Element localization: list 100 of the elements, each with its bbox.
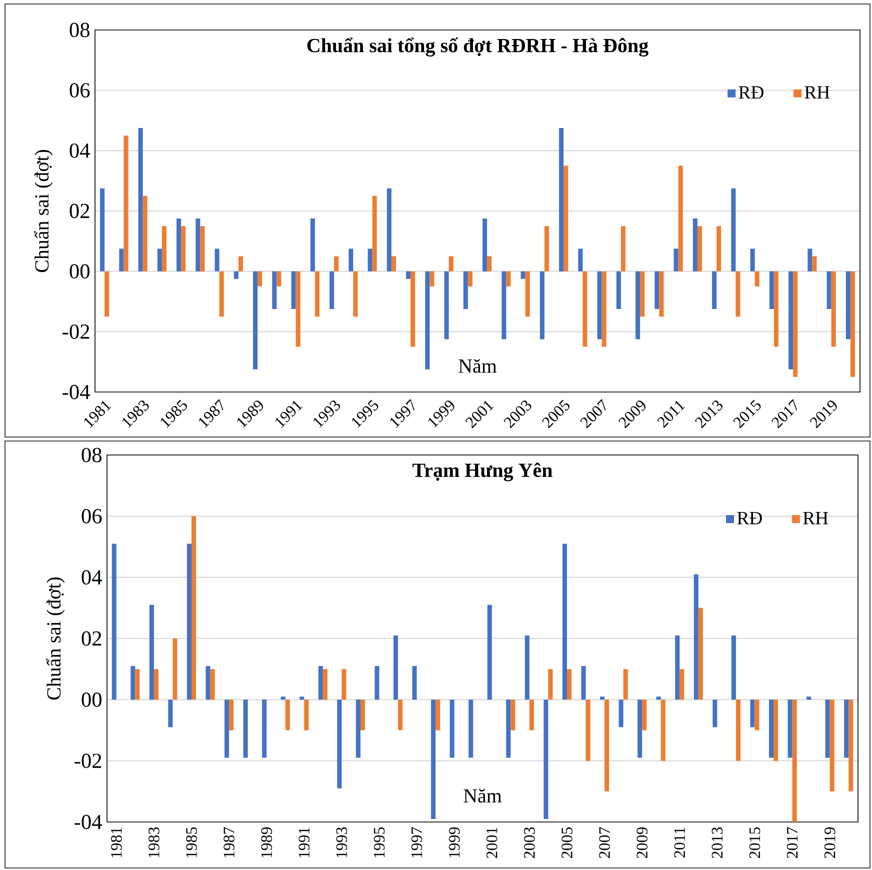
bar bbox=[410, 271, 416, 347]
bar bbox=[792, 700, 797, 822]
bar bbox=[656, 696, 661, 700]
bar bbox=[210, 669, 215, 700]
bar bbox=[788, 271, 794, 370]
bar bbox=[142, 196, 148, 272]
bar bbox=[314, 271, 320, 317]
y-tick-label: 04 bbox=[82, 570, 102, 585]
legend-label: RĐ bbox=[737, 512, 762, 524]
bar bbox=[229, 700, 234, 730]
bar bbox=[112, 544, 116, 700]
bar bbox=[675, 635, 680, 700]
x-tick-label: 2013 bbox=[712, 827, 723, 858]
x-tick-label: 2005 bbox=[562, 827, 572, 858]
bar bbox=[191, 516, 196, 700]
bar bbox=[694, 574, 698, 700]
bar bbox=[618, 700, 624, 728]
bar bbox=[157, 248, 162, 272]
bar bbox=[697, 226, 702, 272]
y-axis-title: Chuẩn sai (đợt) bbox=[46, 577, 65, 700]
bar bbox=[262, 700, 267, 758]
bar bbox=[774, 271, 778, 347]
bar bbox=[692, 218, 698, 272]
bar bbox=[431, 700, 436, 819]
x-tick-label: 1981 bbox=[84, 400, 112, 428]
bar bbox=[680, 669, 684, 700]
bar bbox=[330, 271, 334, 310]
bar bbox=[716, 226, 722, 272]
bar bbox=[731, 188, 736, 272]
bar bbox=[124, 136, 128, 272]
bar bbox=[754, 700, 760, 730]
bar bbox=[130, 666, 136, 700]
bar bbox=[808, 248, 812, 272]
bar bbox=[660, 700, 666, 761]
bar bbox=[104, 271, 110, 317]
bar bbox=[566, 669, 572, 700]
bar bbox=[520, 271, 526, 279]
bar bbox=[562, 544, 567, 700]
bar bbox=[219, 271, 224, 317]
bar bbox=[616, 271, 621, 310]
x-tick-label: 2003 bbox=[524, 827, 535, 858]
bar bbox=[750, 248, 755, 272]
x-tick-label: 1993 bbox=[336, 827, 348, 858]
bar bbox=[285, 700, 290, 730]
bar bbox=[172, 638, 178, 700]
bar bbox=[540, 271, 544, 340]
bar bbox=[100, 188, 105, 272]
bar bbox=[674, 248, 678, 272]
bar bbox=[506, 271, 511, 286]
bar bbox=[582, 271, 588, 347]
bar bbox=[848, 700, 854, 792]
bar bbox=[468, 700, 474, 758]
bar bbox=[620, 226, 626, 272]
bar bbox=[258, 271, 262, 286]
bar bbox=[850, 271, 855, 377]
bar bbox=[304, 700, 309, 730]
y-tick-label: 02 bbox=[82, 631, 102, 646]
legend-label: RH bbox=[803, 512, 828, 524]
x-axis-title: Năm bbox=[458, 358, 497, 373]
bar bbox=[659, 271, 664, 317]
x-tick-label: 1999 bbox=[448, 827, 460, 858]
bar bbox=[200, 226, 205, 272]
bar bbox=[206, 666, 210, 700]
bar bbox=[712, 700, 718, 728]
bar bbox=[712, 271, 717, 310]
x-tick-label: 2017 bbox=[786, 827, 798, 858]
bar bbox=[300, 696, 304, 700]
bar bbox=[234, 271, 238, 279]
bar bbox=[430, 271, 434, 286]
bar bbox=[296, 271, 300, 347]
x-tick-label: 2011 bbox=[657, 400, 686, 428]
y-axis-title: Chuẩn sai (đợt) bbox=[34, 150, 53, 272]
bar bbox=[322, 669, 328, 700]
bar bbox=[425, 271, 430, 370]
bar bbox=[186, 544, 192, 700]
bar bbox=[544, 700, 548, 819]
bar bbox=[548, 669, 553, 700]
bar bbox=[731, 635, 736, 700]
bar bbox=[636, 271, 640, 340]
bar bbox=[597, 271, 602, 340]
bar bbox=[564, 166, 568, 272]
bar bbox=[391, 256, 396, 272]
bar bbox=[506, 700, 511, 758]
bar bbox=[337, 700, 342, 788]
bar bbox=[119, 248, 124, 272]
bar bbox=[135, 669, 140, 700]
bar bbox=[334, 256, 339, 272]
bar bbox=[586, 700, 590, 761]
x-tick-label: 2019 bbox=[824, 827, 836, 858]
bar bbox=[846, 271, 850, 340]
x-tick-label: 1989 bbox=[261, 827, 272, 858]
bar bbox=[224, 700, 230, 758]
bar bbox=[642, 700, 647, 730]
bar bbox=[154, 669, 158, 700]
y-tick-label: 06 bbox=[70, 83, 90, 98]
bar bbox=[348, 248, 354, 272]
bar bbox=[544, 226, 549, 272]
bar bbox=[138, 128, 143, 272]
bar bbox=[736, 700, 740, 761]
bar bbox=[640, 271, 645, 317]
